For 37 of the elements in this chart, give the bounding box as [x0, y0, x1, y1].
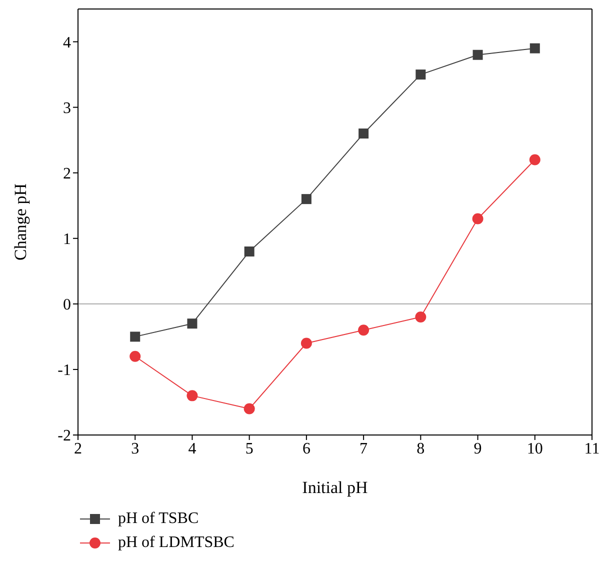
y-tick-label: 3	[63, 100, 71, 117]
x-tick-label: 9	[474, 440, 482, 458]
x-tick-label: 2	[74, 440, 82, 458]
point	[472, 213, 484, 224]
x-tick-label: 5	[245, 440, 254, 458]
y-tick-label: -2	[58, 428, 71, 445]
point	[301, 194, 312, 204]
y-tick-label: 1	[63, 231, 71, 248]
x-tick-label: 4	[188, 440, 196, 458]
y-tick-label: 0	[63, 296, 71, 314]
x-axis-title: Initial pH	[302, 478, 368, 497]
y-axis-title: Change pH	[11, 184, 30, 260]
x-tick-label: 11	[584, 440, 600, 458]
legend-label: pH of LDMTSBC	[118, 534, 234, 552]
point	[130, 332, 140, 342]
y-tick-label: 2	[63, 166, 71, 183]
point	[415, 312, 426, 323]
point	[530, 43, 540, 54]
point	[472, 50, 483, 60]
legend-label: pH of TSBC	[118, 510, 199, 528]
y-tick-label: -1	[58, 362, 71, 380]
point	[416, 70, 426, 80]
point	[244, 403, 255, 414]
x-tick-label: 3	[131, 440, 140, 458]
point	[130, 350, 141, 362]
x-tick-label: 8	[416, 440, 425, 458]
x-tick-label: 6	[302, 440, 310, 458]
point	[186, 390, 198, 402]
x-tick-label: 7	[360, 440, 368, 458]
point	[244, 246, 254, 256]
y-tick-label: 4	[63, 34, 71, 52]
x-tick-label: 10	[526, 440, 543, 458]
point	[529, 154, 540, 166]
point	[358, 324, 370, 336]
point	[358, 128, 369, 139]
point	[300, 338, 312, 349]
point	[187, 318, 198, 329]
